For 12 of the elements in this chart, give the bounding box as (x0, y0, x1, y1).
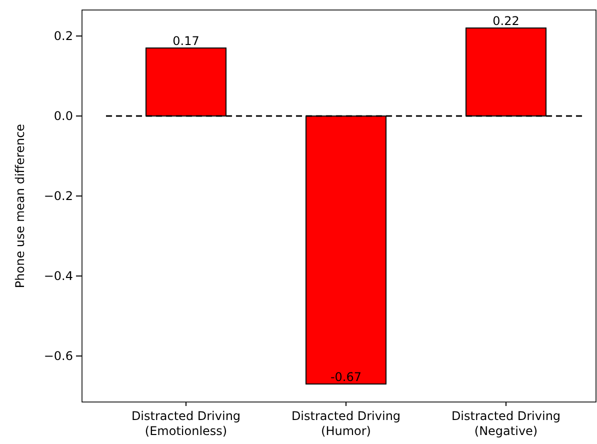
x-tick-label: Distracted Driving (Negative) (451, 409, 561, 438)
y-tick-label: 0.2 (54, 28, 73, 43)
x-tick-label: Distracted Driving (Emotionless) (131, 409, 241, 438)
y-tick-label: −0.2 (44, 188, 73, 203)
data-label: 0.17 (172, 34, 200, 48)
y-tick-label: 0.0 (54, 108, 73, 123)
x-tick-label: Distracted Driving (Humor) (291, 409, 401, 438)
data-label: 0.22 (492, 14, 520, 28)
data-label: -0.67 (330, 370, 362, 384)
y-tick-label: −0.4 (44, 268, 73, 283)
y-tick-label: −0.6 (44, 348, 73, 363)
y-axis-title: Phone use mean difference (13, 124, 27, 288)
